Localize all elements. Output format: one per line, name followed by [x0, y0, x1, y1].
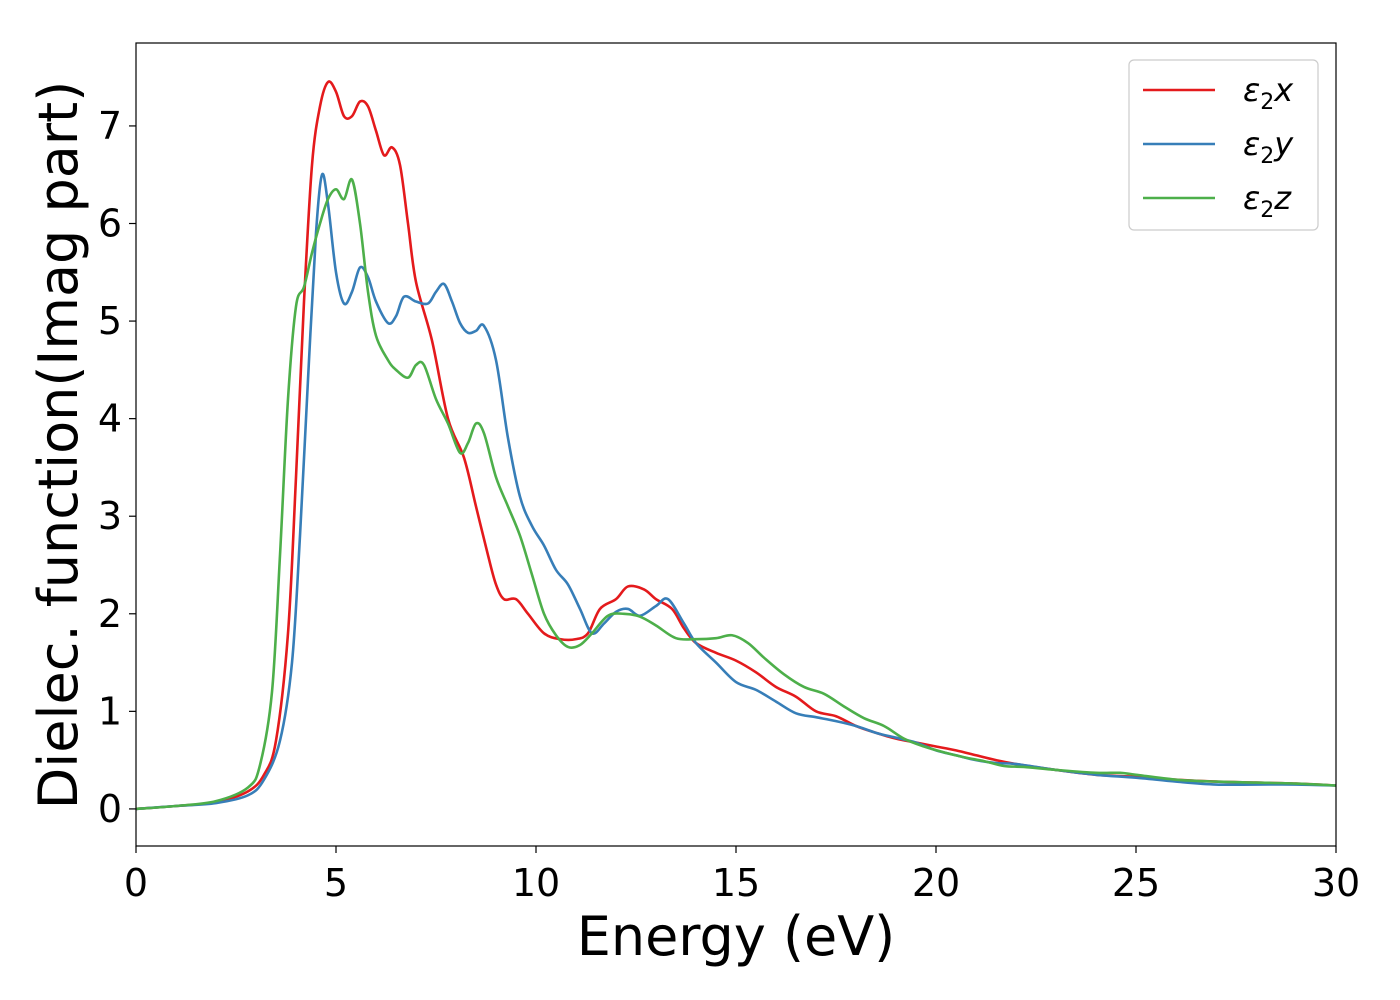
series-line-x [135, 80, 1337, 811]
y-tick-label: 7 [98, 104, 122, 148]
y-axis-title: Dielec. function(Imag part) [27, 81, 90, 810]
x-axis-title: Energy (eV) [577, 905, 896, 968]
y-axis: 0 1 2 3 4 5 6 7 [98, 104, 136, 831]
x-tick-label: 15 [712, 861, 760, 905]
x-tick-label: 25 [1112, 861, 1160, 905]
y-tick-label: 0 [98, 787, 122, 831]
legend-label-x: ε2x [1243, 71, 1294, 115]
series-layer [135, 80, 1337, 811]
y-tick-label: 4 [98, 397, 122, 441]
x-tick-label: 5 [324, 861, 348, 905]
y-tick-label: 2 [98, 592, 122, 636]
legend-label-y: ε2y [1243, 125, 1294, 169]
legend: ε2x ε2y ε2z [1128, 59, 1319, 231]
x-tick-label: 0 [124, 861, 148, 905]
y-tick-label: 5 [98, 299, 122, 343]
y-tick-label: 3 [98, 494, 122, 538]
x-tick-label: 30 [1312, 861, 1360, 905]
y-tick-label: 1 [98, 689, 122, 733]
legend-label-z: ε2z [1243, 179, 1292, 223]
y-tick-label: 6 [98, 202, 122, 246]
x-tick-label: 10 [512, 861, 560, 905]
legend-box [1128, 59, 1319, 231]
x-axis: 0 5 10 15 20 25 30 [124, 846, 1360, 905]
x-tick-label: 20 [912, 861, 960, 905]
series-line-z [135, 177, 1337, 811]
